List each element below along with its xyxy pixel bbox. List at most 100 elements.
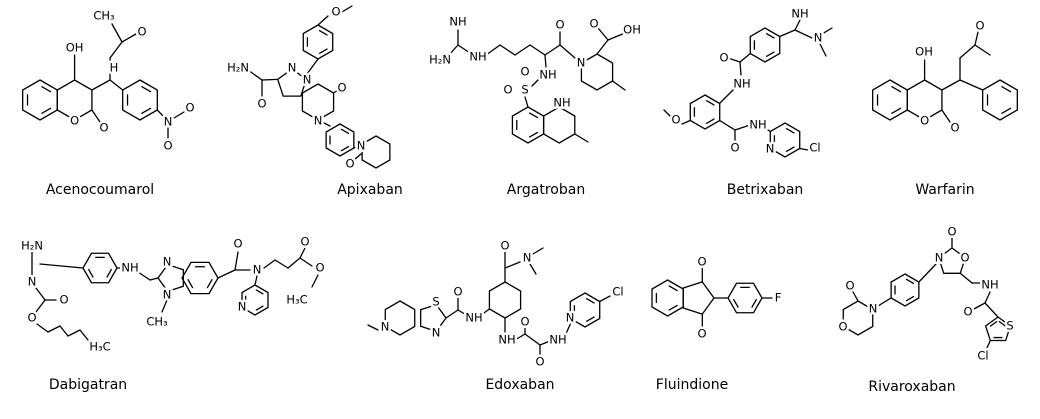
atom-label: O: [520, 65, 529, 79]
double-bond: [705, 100, 715, 106]
bond: [457, 44, 471, 54]
double-bond: [733, 298, 739, 308]
bond: [353, 145, 361, 149]
bond: [918, 263, 937, 283]
atom-label: O: [520, 315, 529, 329]
atom-label: N: [28, 275, 37, 289]
bond: [35, 299, 46, 313]
atom-label: O: [730, 141, 739, 155]
atom-label: O: [300, 235, 309, 249]
atom-label: O: [947, 225, 956, 239]
bond: [941, 109, 951, 123]
atom-label: O: [503, 83, 512, 97]
atom-label: O: [589, 17, 598, 31]
double-bond: [585, 316, 595, 322]
double-bond: [318, 30, 328, 36]
atom-label: N: [523, 251, 532, 265]
bond: [332, 89, 339, 94]
bond: [514, 44, 531, 56]
bond: [607, 32, 626, 41]
compound-name: Argatroban: [507, 182, 585, 198]
atom-label: Cl: [977, 349, 988, 363]
atom-label: NH: [121, 261, 138, 275]
bond: [681, 119, 691, 125]
double-bond: [255, 305, 264, 311]
compound-name: Fluindione: [656, 377, 728, 393]
atom-label: O: [838, 320, 847, 334]
atom-label: CH₃: [146, 315, 168, 329]
bond: [529, 44, 546, 56]
bond: [514, 333, 526, 341]
bond: [67, 329, 81, 337]
compound: O O F Fluindione: [651, 252, 784, 393]
atom-label: O: [257, 97, 266, 111]
bond: [539, 340, 551, 346]
bond: [596, 39, 609, 55]
bond: [274, 259, 289, 269]
bond: [559, 44, 576, 59]
atom-label: N: [381, 320, 390, 334]
atom-label: O: [99, 121, 108, 135]
double-bond: [998, 320, 1007, 327]
atom-label: O: [70, 114, 79, 128]
atom-label: NH: [469, 50, 486, 64]
atom-label: F: [775, 291, 782, 305]
atom-label: NH: [465, 311, 482, 325]
compound-name: Edoxaban: [485, 377, 554, 393]
double-bond: [765, 51, 775, 57]
bond: [971, 302, 986, 311]
bond: [794, 19, 801, 31]
bond: [367, 324, 379, 331]
bond: [984, 291, 991, 304]
atom-label: N: [766, 142, 775, 156]
double-bond: [529, 131, 539, 138]
atom-label: NH: [549, 333, 566, 347]
bond: [156, 109, 165, 118]
bond: [877, 297, 892, 307]
atom-label: N: [577, 56, 586, 70]
atom-label: H: [110, 61, 119, 75]
bond: [299, 257, 313, 267]
bond: [959, 79, 984, 91]
double-bond: [340, 128, 350, 135]
atom-label: S: [521, 83, 528, 97]
atom-label: N: [814, 31, 823, 45]
atom-label: H₂N: [429, 53, 451, 67]
bond: [597, 27, 609, 41]
double-bond: [340, 145, 350, 152]
double-bond: [141, 86, 152, 93]
atom-label: N: [314, 114, 323, 128]
bond: [524, 96, 529, 108]
bond: [544, 54, 547, 68]
bond: [959, 272, 973, 284]
atom-label: S: [432, 295, 439, 309]
atom-label: O: [315, 261, 324, 275]
bond: [311, 274, 319, 288]
bond: [564, 323, 571, 337]
bond: [254, 275, 258, 286]
atom-label: H₃C: [89, 340, 110, 354]
compound-name: Rivaroxaban: [868, 379, 955, 395]
atom-label: N: [935, 251, 944, 265]
atom-label: O: [337, 81, 346, 95]
bond: [794, 29, 813, 39]
bond: [353, 153, 362, 161]
bond: [91, 79, 111, 91]
atom-label: O: [163, 139, 172, 153]
bond: [524, 333, 541, 346]
bond: [36, 323, 49, 333]
atom-label: NH: [791, 7, 808, 21]
bond: [35, 287, 46, 301]
double-bond: [187, 279, 194, 289]
double-bond: [891, 86, 902, 93]
bond: [445, 309, 459, 319]
atom-label: N: [869, 302, 878, 316]
atom-label: NH: [981, 278, 998, 292]
double-bond: [41, 107, 52, 114]
atom-label: N: [238, 300, 247, 314]
double-bond: [668, 304, 678, 311]
atom-label: O: [535, 355, 544, 369]
double-bond: [905, 295, 915, 302]
